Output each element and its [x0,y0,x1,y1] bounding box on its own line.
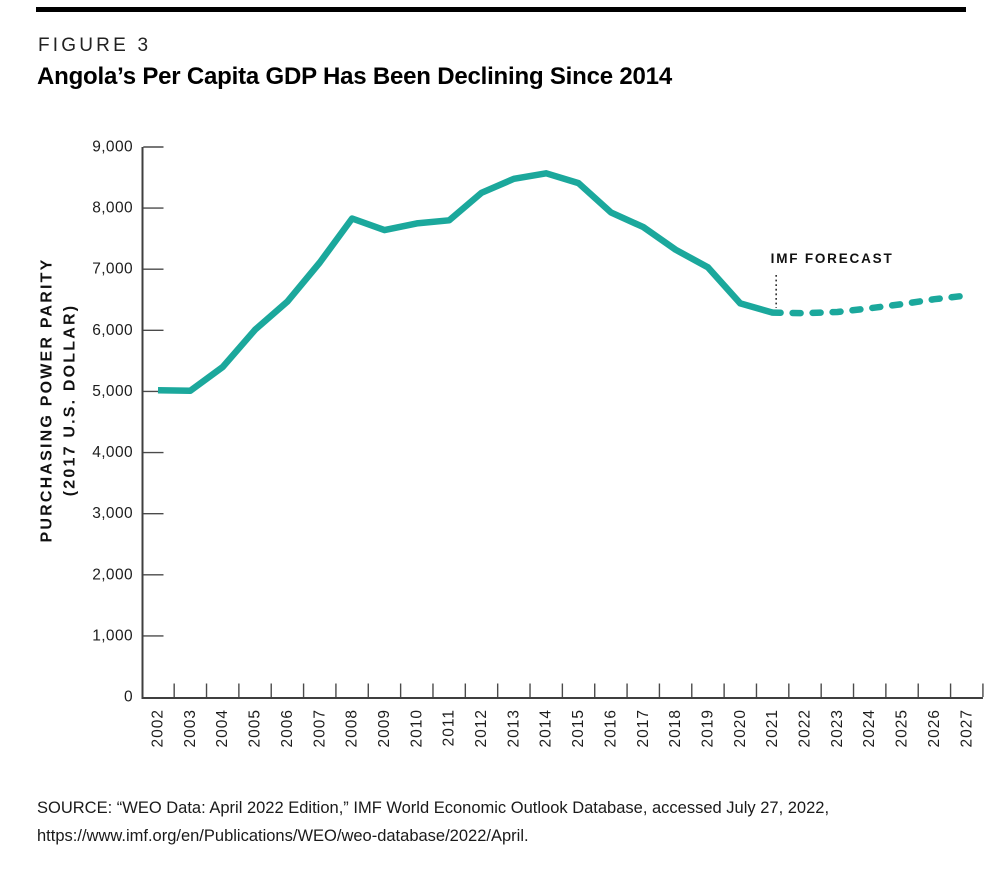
x-tick-label: 2004 [214,709,231,747]
y-tick-label: 3,000 [92,505,133,522]
y-axis-title-line1: PURCHASING POWER PARITY [39,258,56,543]
y-tick-label: 5,000 [92,383,133,400]
x-tick-label: 2014 [538,709,555,747]
x-tick-label: 2023 [829,709,846,747]
y-tick-label: 7,000 [92,261,133,278]
figure-title: Angola’s Per Capita GDP Has Been Declini… [37,63,672,90]
source-note-line1: SOURCE: “WEO Data: April 2022 Edition,” … [37,799,830,817]
x-tick-label: 2022 [797,709,814,747]
x-tick-label: 2011 [441,709,458,746]
y-tick-label: 1,000 [92,627,133,644]
source-note: SOURCE: “WEO Data: April 2022 Edition,” … [37,794,829,850]
x-tick-label: 2015 [570,709,587,747]
x-tick-label: 2017 [635,709,652,747]
y-axis-title-line2: (2017 U.S. DOLLAR) [62,304,79,497]
y-tick-label: 0 [124,689,133,706]
x-tick-label: 2012 [473,709,490,747]
x-tick-label: 2021 [764,709,781,747]
x-tick-label: 2020 [732,709,749,747]
y-tick-label: 8,000 [92,200,133,217]
figure-top-rule [36,7,966,12]
x-tick-label: 2007 [311,709,328,747]
x-tick-label: 2002 [150,709,167,747]
x-tick-label: 2006 [279,709,296,747]
x-tick-label: 2005 [247,709,264,747]
x-tick-label: 2003 [182,709,199,747]
x-tick-label: 2026 [926,709,943,747]
gdp-line-historical [157,170,774,395]
x-tick-label: 2013 [505,709,522,747]
x-tick-label: 2016 [602,709,619,747]
y-tick-label: 4,000 [92,444,133,461]
axis-lines [141,147,983,699]
y-tick-label: 6,000 [92,322,133,339]
figure-label: FIGURE 3 [38,35,152,56]
x-tick-label: 2008 [344,709,361,747]
x-tick-label: 2027 [958,709,975,747]
y-tick-label: 9,000 [92,139,133,156]
source-note-line2: https://www.imf.org/en/Publications/WEO/… [37,827,529,845]
imf-forecast-label: IMF FORECAST [771,251,894,266]
x-tick-label: 2018 [667,709,684,747]
x-tick-label: 2025 [894,709,911,747]
gdp-line-imf-forecast [769,292,971,317]
x-tick-label: 2009 [376,709,393,747]
x-tick-label: 2019 [699,709,716,747]
x-tick-label: 2024 [861,709,878,747]
x-tick-label: 2010 [408,709,425,747]
y-tick-label: 2,000 [92,566,133,583]
